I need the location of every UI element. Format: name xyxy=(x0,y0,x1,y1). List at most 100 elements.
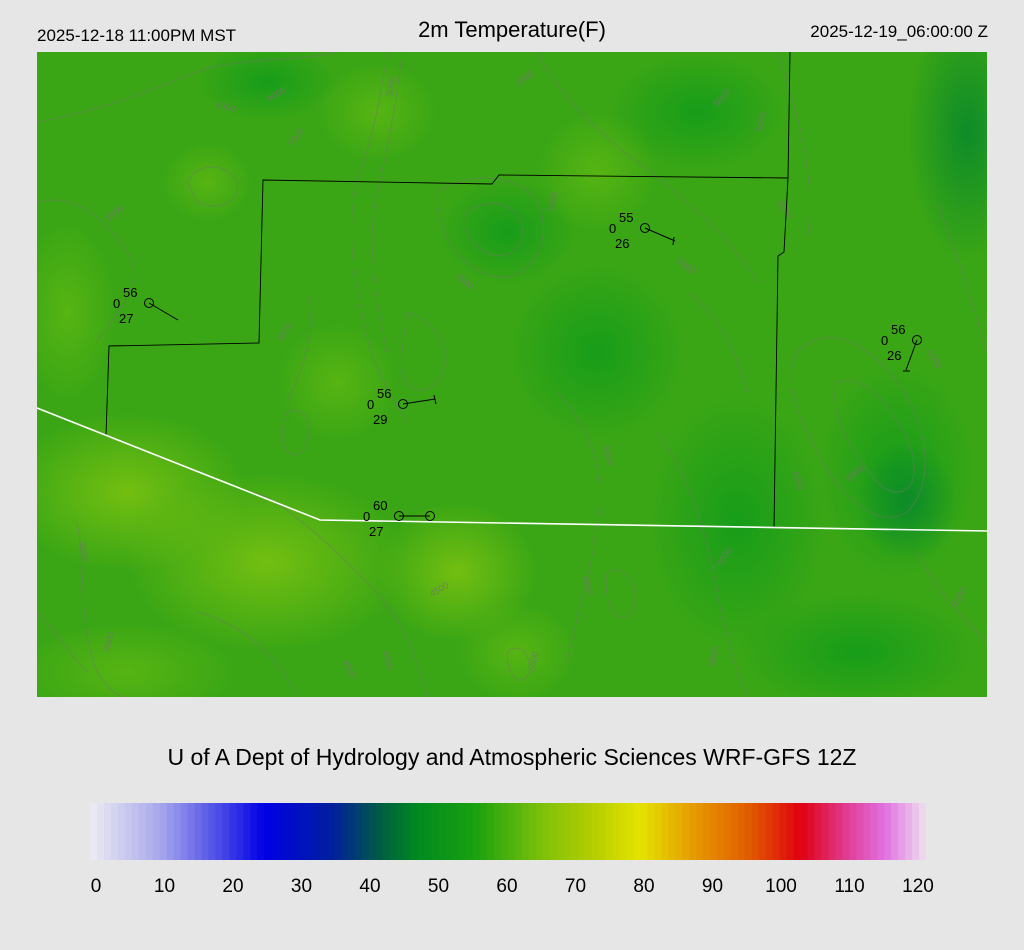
colorbar-cell xyxy=(710,803,718,860)
colorbar-cell xyxy=(222,803,230,860)
colorbar-cell xyxy=(361,803,370,860)
colorbar-cell xyxy=(835,803,843,860)
colorbar-cell xyxy=(264,803,272,860)
colorbar-cell xyxy=(912,803,920,860)
contour-label: 5500 xyxy=(707,646,720,667)
station-circle xyxy=(144,298,154,308)
colorbar-cell xyxy=(584,803,593,860)
colorbar-cell xyxy=(668,803,676,860)
colorbar-cell xyxy=(549,803,558,860)
station-circle xyxy=(398,399,408,409)
colorbar-cell xyxy=(382,803,391,860)
colorbar-cell xyxy=(431,803,439,860)
colorbar-cell xyxy=(110,803,119,860)
colorbar-cell xyxy=(487,803,495,860)
colorbar-cell xyxy=(723,803,732,860)
wind-barb-flag xyxy=(672,236,675,246)
colorbar-cell xyxy=(285,803,293,860)
colorbar-cell xyxy=(849,803,857,860)
colorbar-cell xyxy=(863,803,871,860)
colorbar-cell xyxy=(452,803,460,860)
colorbar-tick-label: 120 xyxy=(902,876,934,897)
wind-barb xyxy=(402,398,436,405)
temperature-colorbar xyxy=(90,803,926,860)
valid-time-utc: 2025-12-19_06:00:00 Z xyxy=(810,22,988,41)
colorbar-cell xyxy=(772,803,781,860)
colorbar-cell xyxy=(312,803,321,860)
contour-label: 5000 xyxy=(754,111,767,132)
colorbar-cell xyxy=(877,803,885,860)
colorbar-cell xyxy=(257,803,265,860)
colorbar-cell xyxy=(542,803,551,860)
colorbar-cell xyxy=(626,803,634,860)
colorbar-cell xyxy=(535,803,544,860)
station-temperature: 56 xyxy=(377,386,391,401)
colorbar-cell xyxy=(891,803,899,860)
colorbar-cell xyxy=(821,803,830,860)
contour-label: 3000 xyxy=(384,76,397,97)
station-circle xyxy=(640,223,650,233)
colorbar-cell xyxy=(501,803,509,860)
station-dewpoint: 26 xyxy=(615,236,629,251)
colorbar-cell xyxy=(340,803,349,860)
colorbar-cell xyxy=(326,803,335,860)
colorbar-cell xyxy=(514,803,523,860)
station-precip: 0 xyxy=(609,221,616,236)
temperature-shading xyxy=(37,52,987,697)
colorbar-cell xyxy=(612,803,621,860)
colorbar-cell xyxy=(661,803,669,860)
colorbar-cell xyxy=(403,803,412,860)
colorbar-cell xyxy=(243,803,251,860)
colorbar-cell xyxy=(737,803,746,860)
valid-time-local: 2025-12-18 11:00PM MST xyxy=(37,26,237,45)
colorbar-cell xyxy=(389,803,398,860)
colorbar-cell xyxy=(305,803,314,860)
state-boundaries xyxy=(37,407,987,532)
colorbar-cell xyxy=(138,803,147,860)
colorbar-cell xyxy=(96,803,105,860)
colorbar-cell xyxy=(842,803,850,860)
station-temperature: 56 xyxy=(123,285,137,300)
colorbar-cell xyxy=(765,803,774,860)
station-dewpoint: 27 xyxy=(369,524,383,539)
colorbar-cell xyxy=(696,803,704,860)
colorbar-cell xyxy=(417,803,425,860)
colorbar-cell xyxy=(919,803,926,860)
colorbar-cell xyxy=(570,803,579,860)
colorbar-cell xyxy=(117,803,126,860)
wind-barb xyxy=(905,339,918,371)
contour-label: 3500 xyxy=(77,541,90,562)
colorbar-cell xyxy=(793,803,802,860)
colorbar-tick-label: 20 xyxy=(222,876,244,897)
colorbar-cell xyxy=(145,803,154,860)
colorbar-cell xyxy=(201,803,210,860)
colorbar-cell xyxy=(354,803,363,860)
contour-label: 5000 xyxy=(527,651,540,672)
colorbar-cell xyxy=(598,803,607,860)
station-precip: 0 xyxy=(363,509,370,524)
station-precip: 0 xyxy=(881,333,888,348)
colorbar-cell xyxy=(375,803,384,860)
colorbar-cell xyxy=(508,803,516,860)
colorbar-cell xyxy=(758,803,767,860)
colorbar-cell xyxy=(236,803,244,860)
colorbar-cell xyxy=(800,803,809,860)
station-precip: 0 xyxy=(367,397,374,412)
colorbar-cell xyxy=(744,803,753,860)
colorbar-cell xyxy=(619,803,628,860)
colorbar-cell xyxy=(466,803,474,860)
map-title: 2m Temperature(F) xyxy=(418,17,606,42)
colorbar-tick-label: 10 xyxy=(153,876,176,897)
colorbar-cell xyxy=(438,803,446,860)
wind-barb xyxy=(148,302,179,321)
colorbar-cell xyxy=(528,803,537,860)
colorbar-cell xyxy=(898,803,906,860)
colorbar-cell xyxy=(577,803,586,860)
colorbar-cell xyxy=(494,803,502,860)
colorbar-cell xyxy=(521,803,530,860)
colorbar-cell xyxy=(187,803,196,860)
